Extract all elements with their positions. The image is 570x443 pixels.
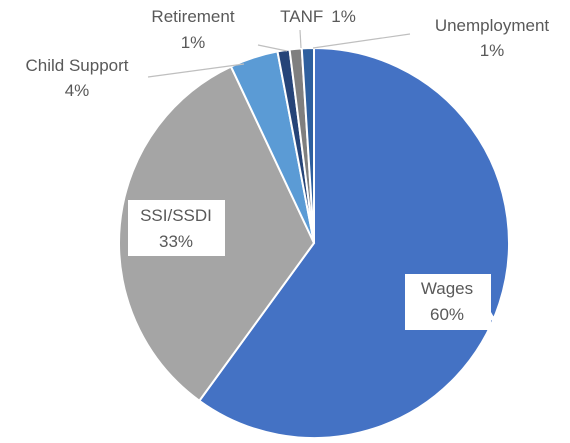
data-label: Wages 60% <box>421 279 473 324</box>
value-label: 33% <box>159 232 193 251</box>
leader-line <box>147 63 245 78</box>
value-label: 1% <box>331 7 356 26</box>
category-name: Wages <box>421 279 473 298</box>
pie-slice <box>197 46 510 439</box>
data-label: TANF 1% <box>280 7 356 26</box>
leader-line <box>299 29 302 49</box>
value-label: 60% <box>430 305 464 324</box>
data-label: Unemployment 1% <box>435 16 550 60</box>
leader-line <box>312 33 411 49</box>
category-name: TANF <box>280 7 323 26</box>
value-label: 1% <box>480 41 505 60</box>
category-name: Retirement <box>151 7 234 26</box>
value-label: 4% <box>65 81 90 100</box>
data-label: Child Support 4% <box>25 56 128 100</box>
category-name: Unemployment <box>435 16 550 35</box>
value-label: 1% <box>181 33 206 52</box>
leader-line <box>257 44 288 52</box>
label-box <box>405 274 499 330</box>
category-name: SSI/SSDI <box>140 206 212 225</box>
category-name: Child Support <box>25 56 128 75</box>
data-label: SSI/SSDI 33% <box>140 206 212 251</box>
data-label: Retirement 1% <box>151 7 234 52</box>
label-box <box>128 200 225 256</box>
